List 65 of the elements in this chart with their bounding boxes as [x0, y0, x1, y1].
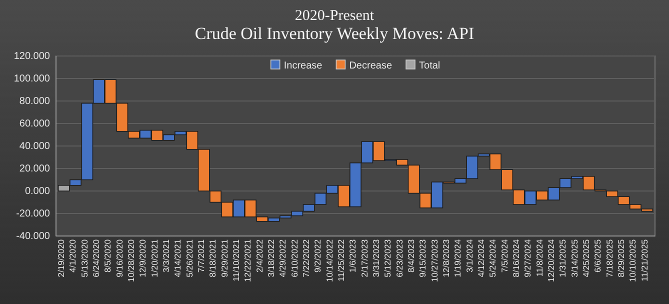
x-tick-label: 4/25/2025	[580, 239, 591, 278]
x-tick-label: 4/12/2024	[476, 239, 486, 278]
x-tick-label: 6/23/2023	[394, 239, 404, 278]
x-tick-label: 3/14/2025	[569, 239, 580, 278]
x-tick-label: 9/16/2020	[114, 239, 124, 278]
x-tick-label: 1/6/2023	[348, 239, 358, 272]
x-tick-label: 12/9/2020	[138, 239, 148, 278]
x-tick-label: 8/16/2024	[510, 239, 521, 278]
x-tick-label: 5/24/2024	[488, 239, 498, 278]
x-tick-label: 3/18/2022	[266, 239, 276, 278]
x-tick-label: 11/10/2021	[231, 239, 242, 282]
x-tick-label: 7/5/2024	[499, 239, 510, 272]
legend-label: Increase	[284, 60, 323, 72]
x-tick-label: 11/8/2024	[534, 239, 544, 277]
chart-title: 2020-Present	[294, 8, 375, 24]
x-tick-label: 5/12/2023	[382, 239, 393, 278]
legend-label: Total	[419, 60, 440, 72]
x-tick-label: 2/4/2022	[254, 239, 264, 272]
x-tick-label: 7/22/2022	[301, 239, 312, 278]
x-tick-label: 8/4/2023	[406, 239, 416, 272]
y-tick-label: 40.000	[19, 141, 50, 152]
x-tick-label: 1/31/2025	[558, 239, 568, 278]
x-tick-label: 5/13/2020	[79, 239, 90, 278]
y-tick-label: 60.000	[19, 118, 50, 130]
x-tick-label: 8/5/2020	[102, 239, 113, 272]
x-tick-label: 9/29/2021	[219, 239, 230, 278]
x-tick-label: 9/27/2024	[522, 239, 533, 278]
x-tick-label: 11/21/2025	[639, 239, 650, 282]
x-tick-label: 2/17/2023	[359, 239, 370, 278]
x-tick-label: 1/19/2024	[452, 239, 463, 278]
y-tick-label: 80.000	[19, 96, 50, 108]
x-tick-label: 7/18/2025	[604, 239, 614, 278]
x-tick-label: 12/8/2023	[440, 239, 451, 278]
x-tick-label: 10/27/2023	[429, 239, 440, 282]
x-tick-label: 4/14/2021	[172, 239, 183, 278]
y-tick-label: 120.000	[14, 51, 50, 62]
x-tick-label: 3/1/2024	[464, 239, 474, 272]
chart-subtitle: Crude Oil Inventory Weekly Moves: API	[194, 24, 474, 43]
x-tick-label: 6/10/2022	[289, 239, 300, 278]
y-tick-label: 100.000	[14, 74, 50, 85]
x-tick-label: 6/24/2020	[91, 239, 102, 278]
x-tick-label: 1/20/2021	[149, 239, 160, 278]
x-tick-label: 10/28/2020	[126, 239, 136, 282]
y-tick-label: 20.000	[19, 164, 50, 175]
x-tick-label: 3/3/2021	[161, 239, 172, 272]
x-tick-label: 4/1/2020	[68, 239, 78, 272]
legend-label: Decrease	[349, 60, 392, 72]
x-tick-label: 10/14/2022	[324, 239, 334, 282]
x-tick-label: 10/10/2025	[628, 239, 638, 282]
x-tick-label: 9/15/2023	[418, 239, 428, 278]
x-tick-label: 5/26/2021	[184, 239, 194, 278]
x-tick-label: 12/22/2021	[242, 239, 253, 282]
x-tick-label: 8/18/2021	[208, 239, 218, 278]
x-tick-label: 7/7/2021	[196, 239, 206, 272]
y-tick-label: -20.000	[16, 208, 50, 220]
x-tick-label: 2/19/2020	[56, 239, 66, 278]
x-tick-label: 4/29/2022	[278, 239, 288, 278]
x-tick-label: 11/25/2022	[336, 239, 346, 282]
x-tick-label: 6/6/2025	[592, 239, 603, 272]
y-tick-label: -40.000	[16, 231, 50, 242]
y-tick-label: 0.000	[24, 186, 50, 198]
x-tick-label: 9/2/2022	[312, 239, 323, 272]
x-tick-label: 12/20/2024	[546, 239, 556, 282]
x-tick-label: 3/31/2023	[371, 239, 382, 278]
x-tick-label: 8/29/2025	[616, 239, 626, 278]
